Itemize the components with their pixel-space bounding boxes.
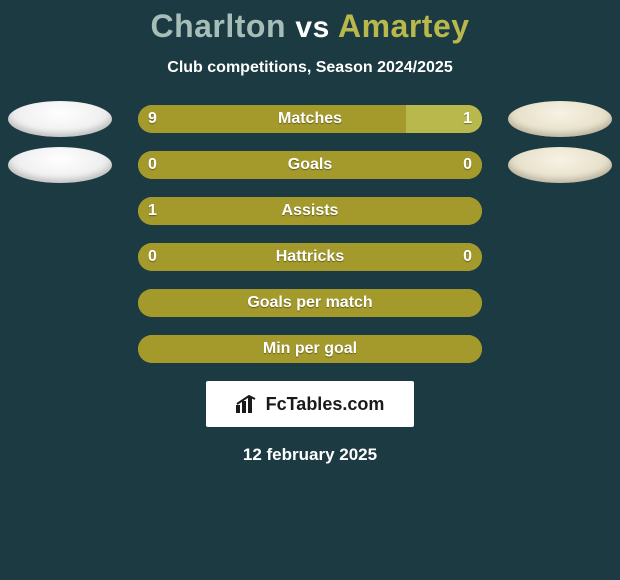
player1-avatar [8, 101, 112, 137]
stat-bar-left [138, 105, 406, 133]
source-badge-text: FcTables.com [266, 394, 385, 415]
stat-bar [138, 105, 482, 133]
player1-avatar [8, 147, 112, 183]
title-vs: vs [295, 11, 329, 44]
stat-row: Matches91 [0, 105, 620, 133]
title-player2: Amartey [338, 8, 470, 44]
comparison-card: Charlton vs Amartey Club competitions, S… [0, 0, 620, 465]
stat-bar-left [138, 243, 482, 271]
subtitle: Club competitions, Season 2024/2025 [0, 59, 620, 77]
title: Charlton vs Amartey [0, 8, 620, 45]
stat-bar-right [406, 105, 482, 133]
stat-bar [138, 289, 482, 317]
stat-bar-left [138, 151, 482, 179]
stat-bar [138, 197, 482, 225]
stat-row: Hattricks00 [0, 243, 620, 271]
stat-bar [138, 151, 482, 179]
player2-avatar [508, 101, 612, 137]
stat-row: Goals per match [0, 289, 620, 317]
stat-rows: Matches91 Goals00 Assists1 Hattricks00 Goals… [0, 105, 620, 363]
stat-bar [138, 243, 482, 271]
bar-chart-icon [236, 395, 258, 413]
stat-bar-left [138, 335, 482, 363]
title-player1: Charlton [150, 8, 286, 44]
stat-row: Goals00 [0, 151, 620, 179]
stat-bar-left [138, 197, 482, 225]
stat-row: Min per goal [0, 335, 620, 363]
date-text: 12 february 2025 [0, 445, 620, 465]
source-badge: FcTables.com [206, 381, 414, 427]
player2-avatar [508, 147, 612, 183]
stat-row: Assists1 [0, 197, 620, 225]
stat-bar [138, 335, 482, 363]
stat-bar-left [138, 289, 482, 317]
